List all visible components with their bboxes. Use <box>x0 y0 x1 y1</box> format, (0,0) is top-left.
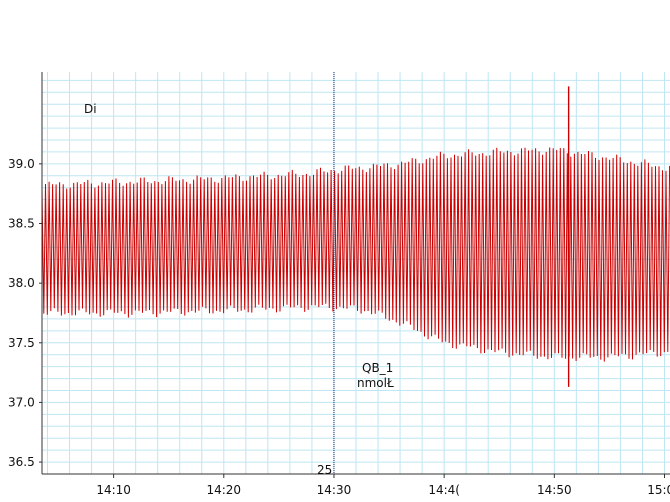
x-tick-label: 14:10 <box>96 483 131 497</box>
annotation-unit: nmolŁ <box>357 376 394 390</box>
y-tick-label: 39.0 <box>8 157 35 171</box>
y-tick-label: 38.5 <box>8 216 35 230</box>
y-tick-label: 38.0 <box>8 276 35 290</box>
temperature-trace <box>41 147 670 362</box>
x-tick-label: 15:00 <box>647 483 670 497</box>
y-tick-label: 37.0 <box>8 395 35 409</box>
x-tick-label: 14:4( <box>428 483 460 497</box>
marker-label: 25 <box>317 463 332 477</box>
chart-series <box>41 86 670 387</box>
y-tick-label: 37.5 <box>8 336 35 350</box>
chart-axes <box>41 72 670 475</box>
y-axis-labels: 39.0 38.5 38.0 37.5 37.0 36.5 <box>8 157 42 469</box>
x-tick-label: 14:20 <box>206 483 241 497</box>
annotation-qb1: QB_1 <box>362 361 393 375</box>
annotation-di: Di <box>84 102 97 116</box>
x-tick-label: 14:50 <box>537 483 572 497</box>
y-tick-label: 36.5 <box>8 455 35 469</box>
x-tick-label: 14:30 <box>317 483 352 497</box>
x-axis-labels: 14:10 14:20 14:30 14:4( 14:50 15:00 <box>96 474 670 497</box>
